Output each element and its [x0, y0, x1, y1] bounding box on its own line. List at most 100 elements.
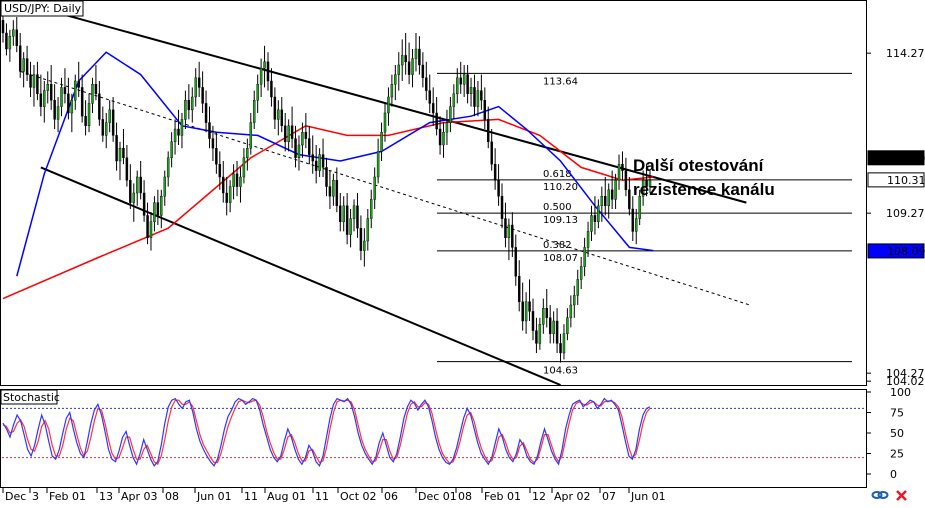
- candle-body: [363, 240, 366, 251]
- candle: [187, 84, 191, 120]
- candle-body: [215, 147, 218, 165]
- candle-body: [108, 109, 111, 123]
- candle-body: [404, 55, 407, 63]
- candle-body: [249, 122, 253, 149]
- candle-body: [548, 317, 552, 334]
- close-x-icon[interactable]: [896, 490, 907, 501]
- candle-body: [118, 147, 122, 162]
- candle-body: [84, 115, 87, 126]
- candle-body: [517, 276, 521, 303]
- candle-body: [242, 157, 246, 178]
- candle: [204, 90, 208, 133]
- candle-body: [573, 295, 576, 306]
- candle: [621, 151, 624, 181]
- candle: [493, 148, 497, 190]
- candle: [524, 292, 528, 334]
- candle: [359, 215, 363, 261]
- candle: [215, 132, 218, 174]
- candle-body: [524, 301, 528, 322]
- candle: [177, 109, 180, 145]
- candle: [259, 58, 263, 97]
- candle: [631, 196, 635, 241]
- candle-body: [80, 87, 84, 117]
- candle: [232, 164, 235, 200]
- candle: [418, 36, 421, 75]
- candle: [624, 157, 628, 197]
- fib-level-label: 113.64: [543, 76, 578, 87]
- candle: [487, 106, 490, 149]
- candle: [170, 132, 173, 168]
- price-badge-label: 110.31: [887, 174, 925, 187]
- candle-body: [290, 125, 294, 139]
- candle: [569, 295, 573, 328]
- candle-body: [146, 215, 149, 238]
- candle-body: [287, 125, 290, 143]
- stochastic-tick-label: 25: [890, 448, 904, 461]
- candle: [283, 113, 287, 152]
- candle: [135, 170, 139, 206]
- candle-body: [431, 103, 435, 114]
- stochastic-d-line: [2, 399, 651, 466]
- candle-body: [139, 176, 142, 194]
- candle-body: [70, 99, 74, 114]
- x-tick-label: Jun 01: [630, 490, 666, 503]
- candle-body: [280, 109, 283, 127]
- candle: [43, 81, 46, 123]
- candle-body: [311, 154, 314, 162]
- candle: [239, 167, 242, 203]
- candle-body: [593, 215, 597, 222]
- candle-body: [101, 119, 105, 136]
- candle-body: [283, 125, 287, 143]
- candle-body: [170, 141, 173, 159]
- candle: [356, 193, 359, 238]
- candle: [67, 77, 70, 120]
- candle: [218, 151, 222, 190]
- candle-body: [135, 176, 139, 194]
- candle-body: [411, 58, 414, 75]
- candle-body: [559, 343, 562, 354]
- candle-body: [428, 90, 431, 104]
- candle: [101, 106, 105, 142]
- candle-body: [49, 83, 53, 101]
- candle: [242, 148, 246, 184]
- candle: [500, 183, 504, 229]
- candle-body: [641, 179, 645, 197]
- candle: [342, 196, 345, 232]
- candle-body: [239, 176, 242, 187]
- candle: [77, 61, 80, 97]
- candle-body: [507, 224, 511, 239]
- candle-body: [466, 74, 469, 94]
- link-icon[interactable]: [871, 491, 889, 499]
- candle: [225, 177, 228, 216]
- candle: [414, 33, 418, 72]
- candle: [607, 183, 610, 219]
- candle: [142, 180, 146, 222]
- candle-body: [483, 99, 487, 120]
- candle-body: [91, 83, 94, 104]
- candle: [469, 77, 473, 107]
- x-tick-label: Apr 02: [554, 490, 591, 503]
- candle: [290, 106, 294, 149]
- candle-body: [614, 179, 617, 200]
- candle-body: [449, 106, 452, 123]
- candle: [421, 52, 425, 88]
- x-tick-label: Dec: [5, 490, 26, 503]
- candle: [511, 212, 514, 257]
- candle-body: [252, 99, 256, 123]
- candle: [111, 97, 115, 142]
- candle: [517, 260, 521, 312]
- candle-body: [63, 87, 67, 95]
- candle: [641, 170, 645, 206]
- candle: [400, 39, 404, 81]
- candle-body: [225, 192, 228, 203]
- candle: [60, 77, 63, 117]
- candle-body: [635, 218, 638, 232]
- candle-body: [531, 311, 535, 331]
- candle: [197, 61, 201, 97]
- candle: [397, 52, 401, 91]
- candle: [586, 221, 590, 257]
- candle-body: [445, 122, 449, 133]
- x-tick-label: 13: [99, 490, 113, 503]
- candle-body: [187, 99, 191, 110]
